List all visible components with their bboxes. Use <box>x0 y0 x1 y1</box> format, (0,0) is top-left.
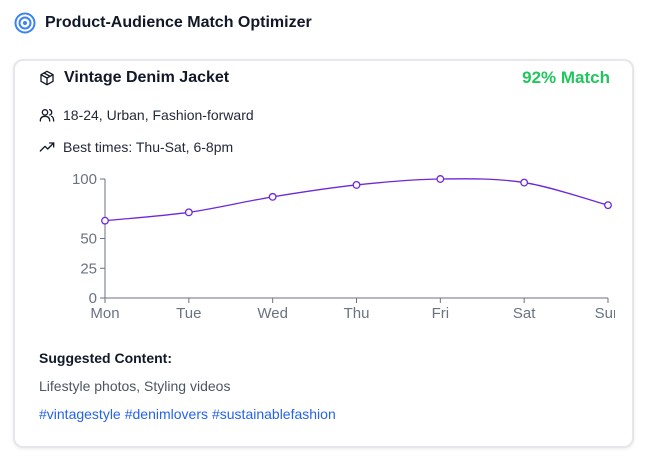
x-tick-label: Fri <box>432 305 450 321</box>
package-icon <box>39 70 55 86</box>
suggested-content-title: Suggested Content: <box>39 350 172 366</box>
data-point[interactable] <box>436 175 445 183</box>
best-times-row: Best times: Thu-Sat, 6-8pm <box>39 137 233 157</box>
product-row: Vintage Denim Jacket 92% Match <box>39 66 610 90</box>
data-point[interactable] <box>604 201 612 210</box>
y-tick-label: 50 <box>80 231 97 248</box>
audience-text: 18-24, Urban, Fashion-forward <box>63 107 254 123</box>
suggested-content-text: Lifestyle photos, Styling videos <box>39 378 231 394</box>
audience-row: 18-24, Urban, Fashion-forward <box>39 105 254 125</box>
x-tick-label: Mon <box>90 305 119 321</box>
data-point[interactable] <box>352 180 361 189</box>
match-score: 92% Match <box>522 68 610 87</box>
hashtag-link[interactable]: #sustainablefashion <box>211 406 336 422</box>
best-times-text: Best times: Thu-Sat, 6-8pm <box>63 139 234 155</box>
x-tick-label: Wed <box>257 305 288 321</box>
product-card: Vintage Denim Jacket 92% Match 18-24, Ur… <box>13 59 634 448</box>
data-point[interactable] <box>520 178 529 187</box>
x-tick-label: Tue <box>176 305 201 321</box>
y-tick-label: 100 <box>72 171 97 188</box>
x-tick-label: Thu <box>344 305 370 321</box>
data-point[interactable] <box>184 208 193 217</box>
target-icon <box>14 12 36 34</box>
app-header: Product-Audience Match Optimizer <box>14 10 312 36</box>
y-tick-label: 0 <box>89 290 97 307</box>
page-title: Product-Audience Match Optimizer <box>45 14 312 31</box>
hashtag-list: #vintagestyle #denimlovers #sustainablefas… <box>39 406 340 422</box>
data-point[interactable] <box>101 216 109 225</box>
hashtag-link[interactable]: #denimlovers <box>124 406 208 422</box>
x-tick-label: Sat <box>513 305 536 321</box>
engagement-chart: 0 25 50 100 Mon Tue Wed Thu Fri Sat Sun <box>72 171 615 321</box>
users-icon <box>39 107 55 123</box>
hashtag-link[interactable]: #vintagestyle <box>39 406 121 422</box>
product-name: Vintage Denim Jacket <box>64 69 230 86</box>
x-tick-label: Sun <box>595 305 615 321</box>
data-point[interactable] <box>268 192 277 201</box>
trending-up-icon <box>39 139 55 155</box>
y-tick-label: 25 <box>80 260 97 277</box>
